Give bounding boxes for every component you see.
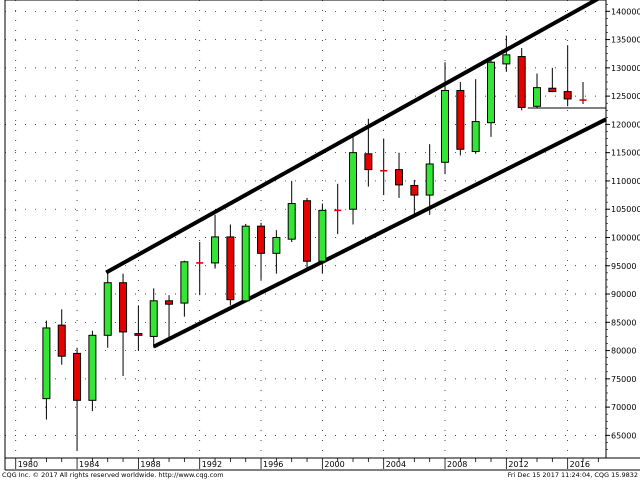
candle-down: [226, 236, 235, 301]
y-tick-label: 85000: [611, 318, 636, 327]
x-tick-label: 1980: [18, 460, 38, 469]
candle-down: [303, 200, 312, 262]
candle-down: [456, 89, 465, 150]
x-tick-label: 1996: [263, 460, 283, 469]
y-tick-label: 130000: [611, 64, 640, 73]
x-tick-label: 2008: [447, 460, 467, 469]
y-tick-label: 65000: [611, 431, 636, 440]
candle-down: [563, 91, 572, 100]
candle-down: [410, 184, 419, 196]
candle-down: [517, 56, 526, 108]
candle-up: [211, 236, 220, 264]
copyright-text: CQG Inc. © 2017 All rights reserved worl…: [2, 471, 224, 479]
trendline-channel-lower: [152, 117, 607, 349]
candle-up: [318, 209, 327, 262]
y-tick-label: 120000: [611, 120, 640, 129]
candle-down: [257, 225, 266, 254]
trendline-channel-upper: [105, 0, 600, 275]
candle-down: [395, 169, 404, 186]
x-axis: 1980 1984 1988 1992 1996 2000 2004 2008 2012 2016: [15, 458, 599, 469]
y-tick-label: 110000: [611, 177, 640, 186]
candle-down: [57, 324, 66, 357]
timestamp-text: Fri Dec 15 2017 11:24:04, CQG 15.9832: [507, 471, 638, 479]
y-tick-label: 100000: [611, 233, 640, 242]
candle-down: [364, 153, 373, 171]
candle-up: [241, 225, 250, 302]
trendlines: [105, 0, 607, 349]
candle-up: [88, 334, 97, 401]
candle-up: [441, 89, 450, 163]
candles: [42, 35, 587, 451]
y-tick-label: 105000: [611, 205, 640, 214]
candle-up: [425, 163, 434, 196]
candle-up: [502, 54, 511, 65]
y-axis: 65000 70000 75000 80000 85000 90000 95000 10000…: [606, 3, 640, 450]
y-tick-label: 115000: [611, 149, 640, 158]
x-tick-label: 1988: [140, 460, 160, 469]
y-tick-label: 90000: [611, 290, 636, 299]
candle-down: [548, 87, 557, 93]
y-tick-label: 80000: [611, 347, 636, 356]
x-tick-label: 2012: [508, 460, 528, 469]
chart-footer: CQG Inc. © 2017 All rights reserved worl…: [0, 471, 640, 480]
x-tick-label: 2004: [386, 460, 406, 469]
candle-down: [134, 333, 143, 336]
y-tick-label: 140000: [611, 7, 640, 16]
candle-up: [471, 121, 480, 153]
x-tick-label: 1992: [202, 460, 222, 469]
candle-up: [287, 203, 296, 240]
candle-up: [487, 61, 496, 124]
candle-down: [73, 352, 82, 401]
candle-up: [103, 282, 112, 336]
candle-up: [272, 236, 281, 254]
candle-up: [349, 152, 358, 210]
candle-up: [42, 327, 51, 400]
y-tick-label: 135000: [611, 36, 640, 45]
y-tick-label: 125000: [611, 92, 640, 101]
candle-up: [149, 300, 158, 337]
candle-up: [533, 87, 542, 107]
x-tick-label: 2000: [324, 460, 344, 469]
y-tick-label: 75000: [611, 375, 636, 384]
x-tick-label: 2016: [570, 460, 590, 469]
candle-up: [180, 261, 189, 304]
candle-down: [119, 282, 128, 333]
x-tick-label: 1984: [79, 460, 99, 469]
candle-down: [165, 300, 174, 305]
y-tick-label: 70000: [611, 403, 636, 412]
y-tick-label: 95000: [611, 262, 636, 271]
